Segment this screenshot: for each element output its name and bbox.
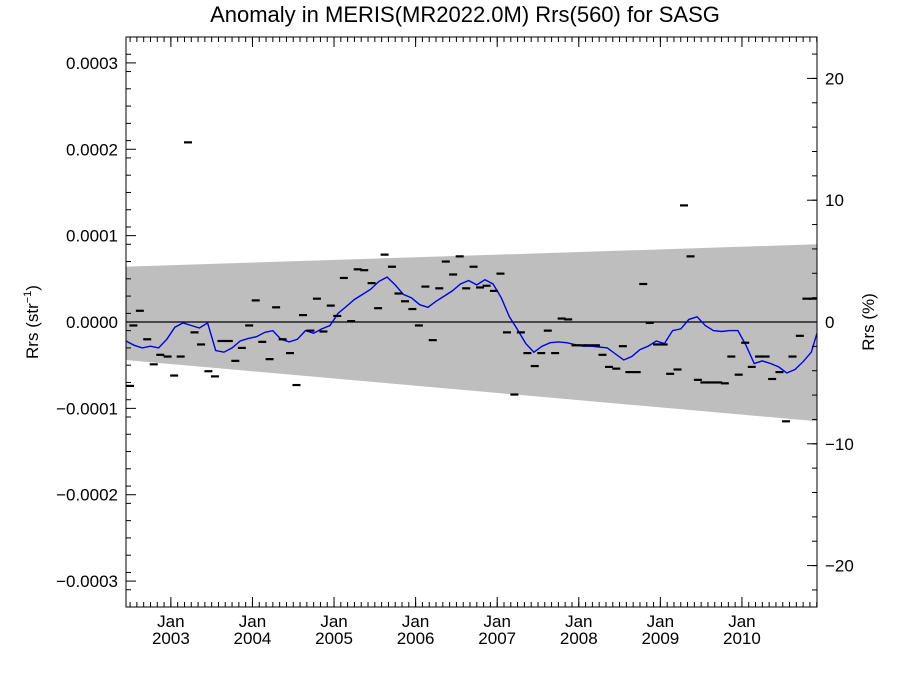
x-tick-label-year: 2004 bbox=[234, 629, 272, 648]
y-tick-label-right: 10 bbox=[825, 191, 844, 210]
data-points-layer bbox=[126, 141, 817, 423]
y-tick-label-right: −10 bbox=[825, 435, 854, 454]
axis-ticks-layer: 0.0003 0.0002 0.0001 0.0000 −0.0001 −0.0002 −0… bbox=[56, 36, 854, 648]
y-tick-label-left: −0.0003 bbox=[56, 572, 118, 591]
x-tick-label-year: 2003 bbox=[152, 629, 190, 648]
x-tick-label-year: 2010 bbox=[723, 629, 761, 648]
y-axis-label-right: Rrs (%) bbox=[859, 293, 878, 351]
running-mean-line bbox=[126, 276, 817, 374]
x-tick-label-month: Jan bbox=[483, 612, 510, 631]
y-tick-label-right: −20 bbox=[825, 557, 854, 576]
uncertainty-band-layer bbox=[126, 244, 817, 422]
y-tick-label-right: 20 bbox=[825, 69, 844, 88]
y-tick-label-left: 0.0002 bbox=[66, 140, 118, 159]
x-tick-label-year: 2009 bbox=[641, 629, 679, 648]
running-mean-layer bbox=[126, 276, 817, 374]
uncertainty-band bbox=[126, 244, 817, 422]
y-tick-label-left: 0.0003 bbox=[66, 54, 118, 73]
x-tick-label-month: Jan bbox=[157, 612, 184, 631]
x-tick-label-year: 2007 bbox=[478, 629, 516, 648]
x-tick-label-year: 2008 bbox=[560, 629, 598, 648]
x-tick-label-year: 2006 bbox=[397, 629, 435, 648]
x-tick-label-month: Jan bbox=[239, 612, 266, 631]
x-tick-label-month: Jan bbox=[647, 612, 674, 631]
y-tick-label-left: −0.0001 bbox=[56, 399, 118, 418]
x-tick-label-year: 2005 bbox=[315, 629, 353, 648]
y-axis-label-left: Rrs (str−1) bbox=[22, 285, 42, 359]
chart-title: Anomaly in MERIS(MR2022.0M) Rrs(560) for… bbox=[210, 2, 720, 27]
y-tick-label-right: 0 bbox=[825, 313, 834, 332]
x-tick-label-month: Jan bbox=[402, 612, 429, 631]
x-tick-label-month: Jan bbox=[565, 612, 592, 631]
y-tick-label-left: −0.0002 bbox=[56, 486, 118, 505]
y-tick-label-left: 0.0001 bbox=[66, 227, 118, 246]
y-tick-label-left: 0.0000 bbox=[66, 313, 118, 332]
x-tick-label-month: Jan bbox=[320, 612, 347, 631]
x-tick-label-month: Jan bbox=[728, 612, 755, 631]
